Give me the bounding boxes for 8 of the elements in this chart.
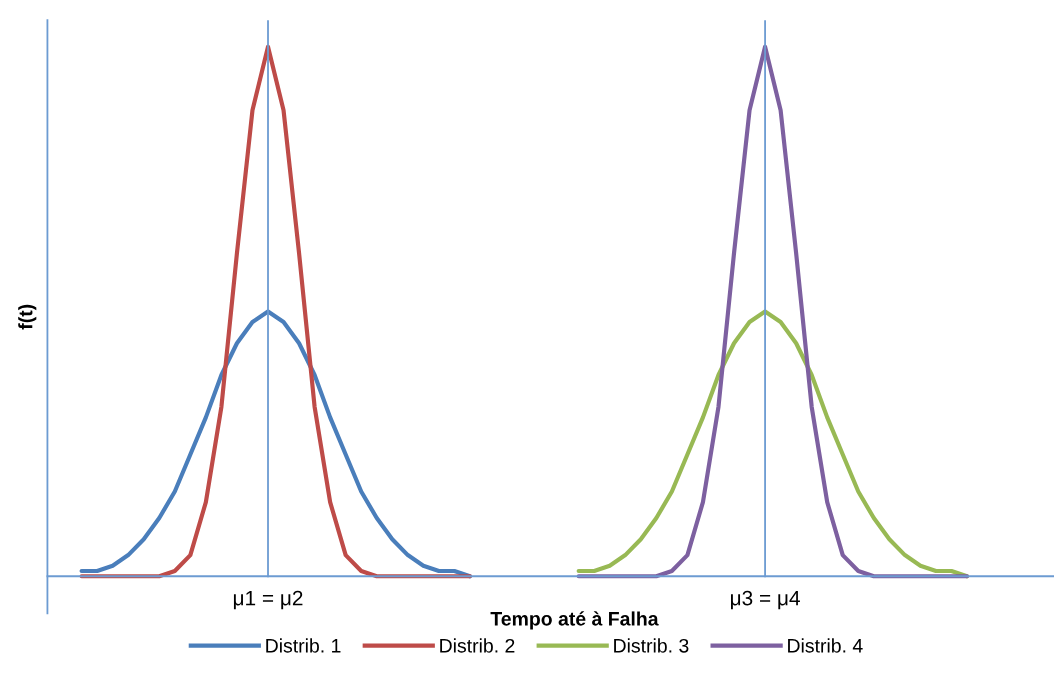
legend-label: Distrib. 3 xyxy=(614,638,689,653)
y-axis-title: f(t) xyxy=(18,304,37,330)
x-tick-label: μ3 = μ4 xyxy=(731,590,800,610)
legend-label: Distrib. 1 xyxy=(266,638,341,653)
x-tick-label: μ1 = μ2 xyxy=(233,590,303,610)
legend-label: Distrib. 4 xyxy=(788,638,863,653)
x-axis-title: Tempo até à Falha xyxy=(490,611,659,630)
legend-label: Distrib. 2 xyxy=(440,638,515,653)
